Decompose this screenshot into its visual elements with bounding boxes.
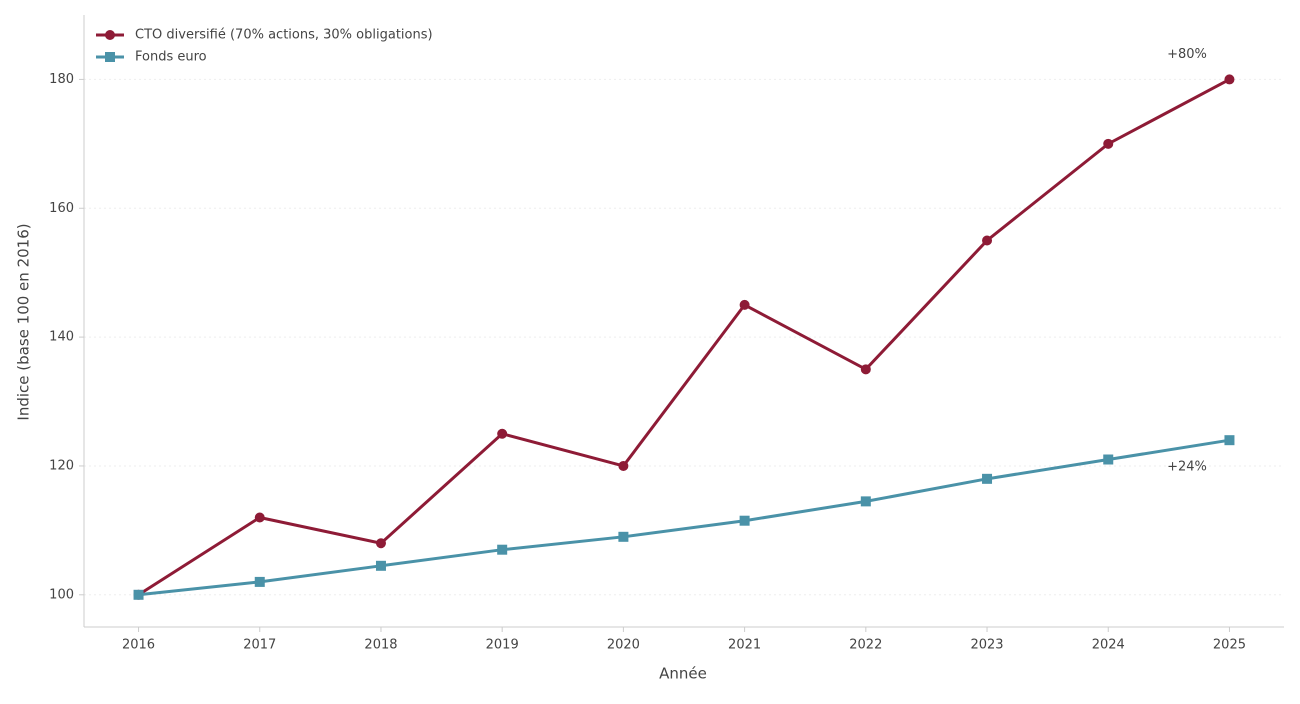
y-axis-label: Indice (base 100 en 2016)	[15, 223, 33, 420]
x-tick-label: 2019	[486, 638, 519, 653]
marker	[375, 560, 386, 571]
legend-label: CTO diversifié (70% actions, 30% obligat…	[135, 28, 433, 43]
marker	[1103, 454, 1114, 465]
marker	[1224, 74, 1235, 85]
marker	[105, 52, 115, 62]
x-tick-label: 2024	[1092, 638, 1125, 653]
marker	[1103, 138, 1114, 149]
marker	[254, 512, 265, 523]
marker	[982, 235, 993, 246]
x-tick-label: 2022	[849, 638, 882, 653]
marker	[375, 538, 386, 549]
x-tick-label: 2025	[1213, 638, 1246, 653]
x-axis-label: Année	[659, 665, 707, 683]
x-tick-label: 2023	[970, 638, 1003, 653]
annotation: +80%	[1167, 47, 1207, 62]
x-tick-label: 2020	[607, 638, 640, 653]
y-tick-label: 160	[49, 201, 74, 216]
y-tick-label: 120	[49, 458, 74, 473]
marker	[618, 460, 629, 471]
marker	[860, 496, 871, 507]
y-tick-label: 100	[49, 587, 74, 602]
legend-label: Fonds euro	[135, 50, 207, 65]
marker	[739, 299, 750, 310]
marker	[133, 589, 144, 600]
y-tick-label: 180	[49, 72, 74, 87]
marker	[254, 576, 265, 587]
marker	[739, 515, 750, 526]
marker	[1224, 435, 1235, 446]
series-line	[138, 438, 1230, 597]
marker	[105, 30, 115, 40]
y-tick-label: 140	[49, 330, 74, 345]
annotation: +24%	[1167, 460, 1207, 475]
marker	[860, 364, 871, 375]
series-line	[137, 78, 1231, 597]
x-tick-label: 2018	[364, 638, 397, 653]
marker	[497, 544, 508, 555]
marker	[618, 531, 629, 542]
x-tick-label: 2021	[728, 638, 761, 653]
x-tick-label: 2016	[122, 638, 155, 653]
marker	[497, 428, 508, 439]
x-tick-label: 2017	[243, 638, 276, 653]
marker	[982, 473, 993, 484]
